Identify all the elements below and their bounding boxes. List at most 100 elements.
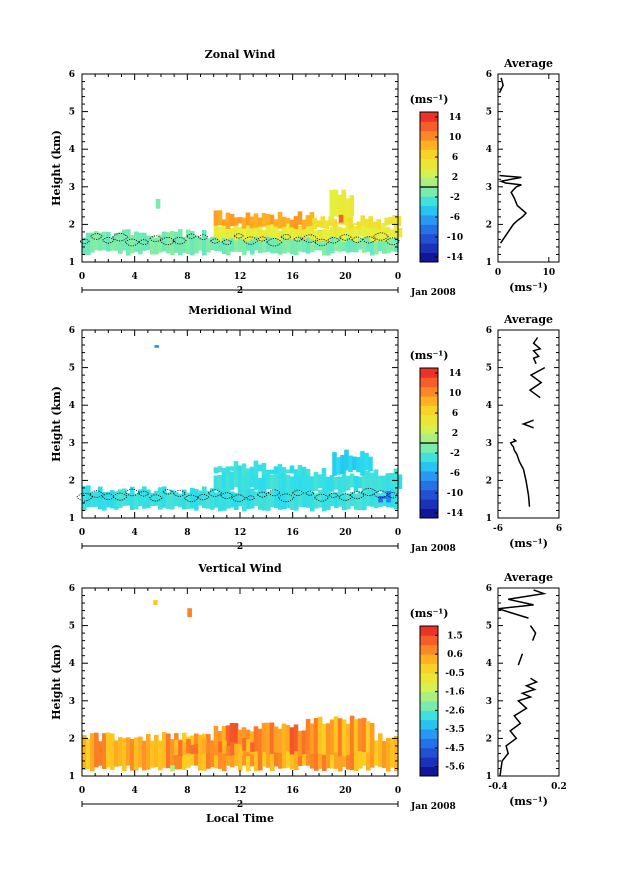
data-cell — [98, 741, 103, 766]
data-cell — [273, 470, 279, 489]
profile-y-tick-label: 6 — [486, 326, 492, 336]
colorbar-tick-label: 6 — [452, 153, 458, 163]
colorbar-tick-label: 10 — [449, 133, 462, 143]
y-tick-label: 5 — [69, 108, 75, 118]
colorbar-tick-label: -4.5 — [445, 744, 464, 754]
data-cell — [332, 219, 338, 228]
data-cell — [368, 216, 374, 228]
data-cell — [206, 490, 211, 509]
data-cell — [293, 724, 299, 752]
x-tick-label: 8 — [184, 272, 190, 282]
data-cell — [94, 491, 99, 507]
data-cell — [374, 740, 379, 766]
data-cell — [277, 728, 283, 754]
data-cell — [206, 238, 211, 253]
data-cell — [282, 489, 287, 509]
colorbar-band — [420, 368, 438, 378]
colorbar-band — [420, 766, 438, 777]
data-cell — [360, 215, 366, 226]
colorbar-band — [420, 471, 438, 481]
data-cell — [114, 491, 119, 510]
data-cell — [396, 216, 402, 226]
data-cell — [130, 486, 135, 510]
data-cell — [373, 469, 379, 492]
data-cell — [274, 237, 279, 254]
data-cell — [322, 231, 327, 256]
y-tick-label: 3 — [69, 697, 75, 707]
data-cell — [333, 476, 339, 490]
data-cell — [234, 492, 239, 510]
data-cell — [317, 716, 323, 754]
data-cell — [301, 219, 307, 230]
data-cell — [210, 488, 215, 510]
y-tick-label: 6 — [69, 326, 75, 336]
data-cell — [353, 475, 359, 492]
data-cell — [214, 744, 219, 756]
y-tick-label: 5 — [69, 622, 75, 632]
colorbar-band — [420, 140, 438, 150]
profile-y-tick-label: 2 — [486, 734, 492, 744]
data-cell — [289, 223, 295, 240]
data-cell — [241, 472, 247, 488]
y-tick-label: 2 — [69, 476, 75, 486]
data-cell — [313, 718, 319, 755]
profile-y-tick-label: 4 — [486, 659, 492, 669]
data-cell — [352, 223, 358, 225]
profile-frame — [497, 587, 560, 777]
data-cell — [198, 490, 203, 506]
data-cell — [142, 740, 147, 771]
date-label: Jan 2008 — [410, 288, 456, 298]
data-cell — [297, 469, 303, 490]
colorbar-tick-label: 10 — [449, 389, 462, 399]
data-cell — [273, 466, 279, 474]
y-axis-label: Height (km) — [50, 644, 63, 720]
data-cell — [301, 225, 307, 239]
panel-title: Vertical Wind — [197, 562, 282, 575]
x-tick-label: 4 — [132, 786, 138, 796]
data-cell — [346, 493, 351, 510]
data-cell — [333, 224, 339, 238]
x-tick-label: 16 — [286, 528, 299, 538]
data-cell — [297, 211, 303, 225]
data-cell — [90, 733, 95, 772]
data-cell — [305, 718, 311, 751]
data-cell — [206, 742, 211, 753]
data-cell — [90, 232, 95, 253]
colorbar-tick-label: -10 — [447, 489, 463, 499]
x-tick-label: 8 — [184, 786, 190, 796]
data-cell — [282, 233, 287, 254]
zero-contour — [76, 487, 399, 503]
data-cell — [229, 213, 235, 227]
data-cell — [234, 233, 239, 252]
colorbar-unit: (ms⁻¹) — [410, 93, 449, 106]
data-cell — [381, 475, 387, 492]
data-cell — [98, 486, 103, 510]
data-cell — [237, 465, 243, 472]
data-cell — [253, 726, 259, 752]
data-cell — [225, 229, 231, 240]
data-cell — [277, 464, 283, 473]
data-cell — [330, 493, 335, 506]
data-cell — [285, 217, 291, 224]
colorbar-band — [420, 196, 438, 207]
data-cell — [134, 494, 139, 510]
data-cell — [82, 237, 87, 256]
data-cell — [341, 719, 347, 757]
y-axis-label: Height (km) — [50, 386, 63, 462]
x-tick-label: 0 — [79, 528, 85, 538]
panel-title: Meridional Wind — [188, 304, 292, 317]
data-cell — [198, 740, 203, 755]
data-cell — [373, 225, 379, 242]
data-cell — [337, 226, 343, 238]
x-tick-label: 0 — [79, 786, 85, 796]
data-cell — [310, 231, 315, 253]
x-tick-label: 12 — [234, 528, 247, 538]
data-cell — [278, 490, 283, 510]
data-cell — [393, 224, 399, 238]
data-cell — [350, 492, 355, 507]
colorbar-tick-label: -6 — [450, 213, 460, 223]
data-cell — [293, 469, 299, 472]
data-cell — [250, 488, 255, 509]
